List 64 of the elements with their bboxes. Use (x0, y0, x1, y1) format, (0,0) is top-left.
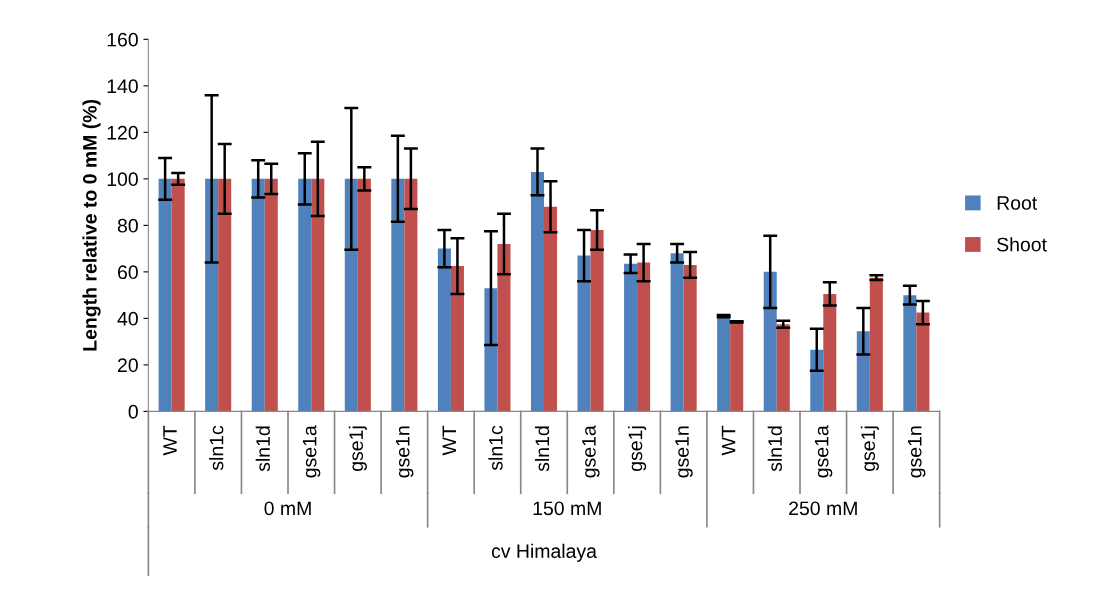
bar (670, 253, 684, 412)
bar (158, 178, 172, 412)
x-tick-label: sln1d (534, 426, 550, 472)
bar (357, 178, 371, 412)
y-tick-label: 0 (128, 404, 138, 419)
bar (717, 316, 731, 412)
bar (916, 312, 930, 412)
y-tick-label: 40 (117, 311, 138, 326)
bar (577, 255, 591, 412)
x-tick-label: sln1c (209, 425, 224, 471)
bar (823, 293, 837, 412)
x-tick-label: sln1d (255, 426, 270, 472)
bar (776, 324, 790, 412)
bar (590, 230, 604, 412)
x-tick-label: gse1j (348, 426, 367, 471)
bar (903, 295, 917, 412)
x-axis-title: cv Himalaya (491, 543, 597, 562)
bar (298, 178, 312, 412)
bar (218, 178, 232, 412)
text: 0 mM (264, 501, 311, 516)
legend-label: Root (997, 196, 1038, 210)
y-axis-title: Length relative to 0 mM (%) (82, 99, 101, 351)
text: 150 mM (533, 501, 601, 516)
bar (530, 171, 544, 412)
x-tick-label: sln1d (767, 426, 782, 472)
y-tick-label: 160 (107, 32, 138, 47)
x-tick-label: gse1j (628, 426, 647, 471)
y-tick-label: 100 (107, 172, 138, 187)
bar (264, 178, 278, 412)
bar (450, 266, 464, 412)
x-tick-label: gse1n (675, 426, 693, 478)
y-tick-label: 140 (107, 79, 138, 94)
x-tick-label: gse1a (302, 425, 321, 478)
bar (637, 262, 651, 412)
bar (544, 206, 558, 412)
x-tick-label: gse1j (860, 426, 879, 471)
y-tick-label: 20 (118, 358, 138, 373)
bar (624, 263, 638, 412)
bar (683, 264, 697, 412)
x-tick-label: WT (163, 425, 177, 456)
y-tick-label: 80 (117, 218, 138, 233)
x-tick-label: WT (721, 425, 736, 456)
x-tick-label: gse1n (396, 426, 414, 478)
bar (251, 178, 265, 412)
y-tick-label: 60 (118, 265, 138, 280)
bar (869, 277, 883, 412)
x-tick-label: WT (442, 425, 456, 456)
x-tick-label: gse1n (908, 426, 926, 478)
legend-label: Shoot (997, 237, 1047, 252)
text: 250 mM (789, 501, 857, 516)
bar (171, 178, 185, 412)
bar (437, 248, 451, 412)
y-tick-label: 120 (107, 125, 138, 140)
bar (730, 321, 744, 412)
bar (344, 178, 358, 412)
bar (404, 178, 418, 412)
bar (763, 271, 777, 412)
bar (391, 178, 405, 412)
bar (497, 243, 511, 412)
x-tick-label: gse1a (814, 425, 833, 478)
bar (311, 178, 325, 412)
x-tick-label: sln1c (488, 425, 503, 471)
x-tick-label: gse1a (582, 425, 600, 478)
bar (484, 288, 498, 412)
